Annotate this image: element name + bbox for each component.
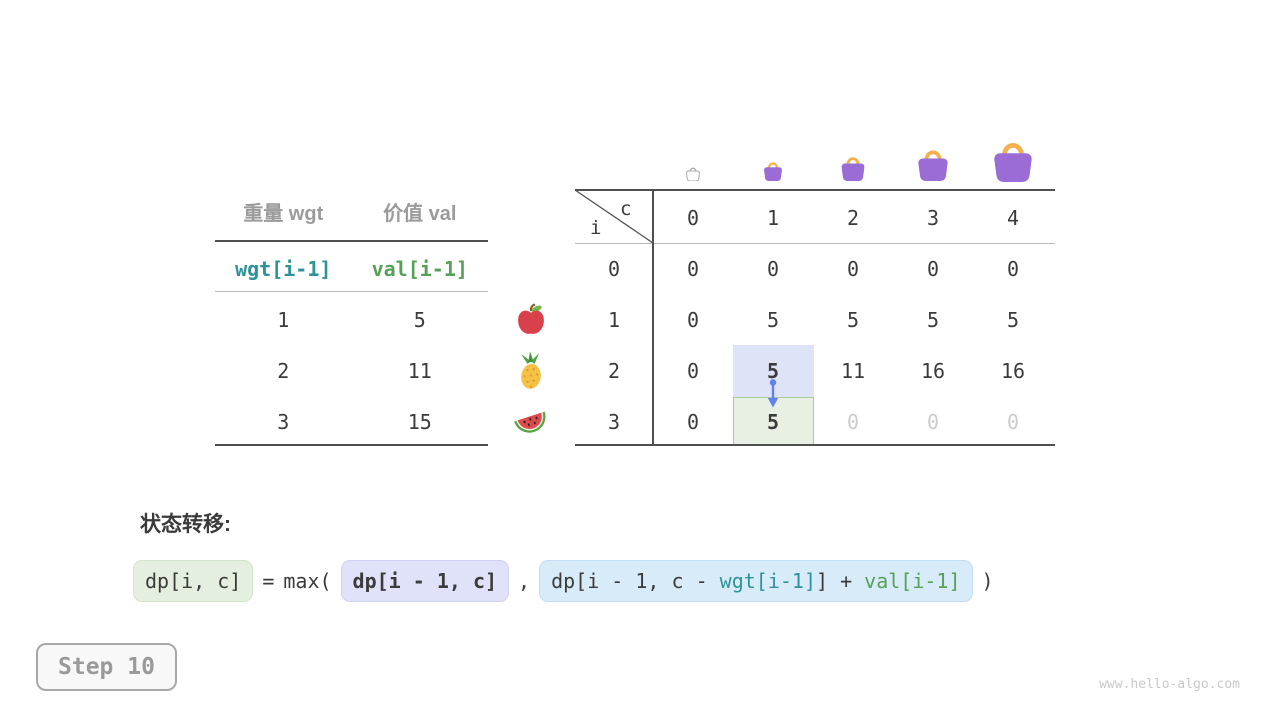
dp-col-header-row: 0 1 2 3 4 [575,198,1055,238]
dp-row-1: 1 0 5 5 5 5 [575,300,1055,340]
item-row-3: 3 15 [215,402,488,442]
wgt-code-header: wgt[i-1] [235,257,332,281]
item-2-weight: 2 [277,359,290,383]
dp-row-header-1: 1 [607,308,621,332]
dp-corner-col-var: c [620,198,632,220]
dp-cell-2-2: 11 [840,359,866,383]
dp-cell-1-3: 5 [926,308,940,332]
watermark: www.hello-algo.com [1099,677,1240,692]
item-table-rule-top [215,240,488,242]
item-table-code-header-row: wgt[i-1] val[i-1] [215,249,488,289]
dp-cell-2-3: 16 [920,359,946,383]
dp-table-rule-header [575,243,1055,244]
formula-lhs-chip: dp[i, c] [133,560,254,602]
take-option-wgt: wgt[i-1] [719,569,816,593]
dp-cell-1-0: 0 [686,308,700,332]
dp-row-2: 2 0 5 11 16 16 [575,351,1055,391]
watermelon-icon [510,404,550,438]
bag-size-4-icon [990,136,1036,182]
dp-corner-row-var: i [590,217,602,239]
dp-row-header-0: 0 [607,257,621,281]
formula-max-open: max( [283,569,332,593]
item-table-rule-mid [215,291,488,292]
dp-cell-0-2: 0 [846,257,860,281]
dp-col-header-3: 3 [926,206,940,230]
dp-cell-3-2: 0 [846,410,860,434]
apple-icon [515,302,547,336]
dp-cell-3-4: 0 [1006,410,1020,434]
val-code-header: val[i-1] [371,257,468,281]
dp-col-header-2: 2 [846,206,860,230]
step-badge: Step 10 [36,643,177,691]
bag-size-3-icon [915,145,951,181]
transition-label: 状态转移: [140,513,231,536]
item-row-2: 2 11 [215,351,488,391]
dp-table-rule-bottom [575,444,1055,446]
formula-comma: , [518,569,531,593]
item-table-header-row: 重量 wgt 价值 val [215,191,488,231]
bag-size-2-icon [839,153,867,181]
item-row-1: 1 5 [215,300,488,340]
bag-empty-icon [685,165,701,181]
formula-equals: = [262,569,275,593]
take-option-mid: ] + [816,569,865,593]
dp-cell-3-3: 0 [926,410,940,434]
dp-row-3: 3 0 5 0 0 0 [575,402,1055,442]
dp-cell-0-3: 0 [926,257,940,281]
transition-arrow-icon [767,379,779,408]
dp-table-vertical-rule [652,189,654,446]
dp-col-header-0: 0 [686,206,700,230]
dp-cell-0-4: 0 [1006,257,1020,281]
dp-corner-diagonal [575,190,653,243]
dp-table-rule-top [575,189,1055,191]
dp-cell-2-0: 0 [686,359,700,383]
dp-cell-3-1: 5 [766,410,780,434]
dp-cell-1-2: 5 [846,308,860,332]
formula-close-paren: ) [981,569,994,593]
item-table-rule-bottom [215,444,488,446]
bag-size-1-icon [762,159,784,181]
take-option-val: val[i-1] [864,569,961,593]
formula-take-option-chip: dp[i - 1, c - wgt[i-1]] + val[i-1] [539,560,973,602]
item-1-weight: 1 [277,308,290,332]
dp-row-header-2: 2 [607,359,621,383]
value-column-header: 价值 val [383,202,457,225]
dp-cell-2-4: 16 [1000,359,1026,383]
dp-cell-1-1: 5 [766,308,780,332]
dp-col-header-4: 4 [1006,206,1020,230]
item-2-value: 11 [407,359,432,383]
dp-col-header-1: 1 [766,206,780,230]
take-option-prefix: dp[i - 1, c - [551,569,720,593]
item-3-value: 15 [407,410,432,434]
dp-row-0: 0 0 0 0 0 0 [575,249,1055,289]
dp-cell-3-0: 0 [686,410,700,434]
item-3-weight: 3 [277,410,290,434]
dp-cell-1-4: 5 [1006,308,1020,332]
item-1-value: 5 [413,308,426,332]
weight-column-header: 重量 wgt [243,202,324,225]
dp-row-header-3: 3 [607,410,621,434]
dp-cell-0-1: 0 [766,257,780,281]
dp-cell-2-1: 5 [766,359,780,383]
pineapple-icon [515,350,547,392]
transition-formula: dp[i, c] = max( dp[i - 1, c] , dp[i - 1,… [133,560,994,602]
dp-cell-0-0: 0 [686,257,700,281]
formula-keep-option-chip: dp[i - 1, c] [340,560,510,602]
